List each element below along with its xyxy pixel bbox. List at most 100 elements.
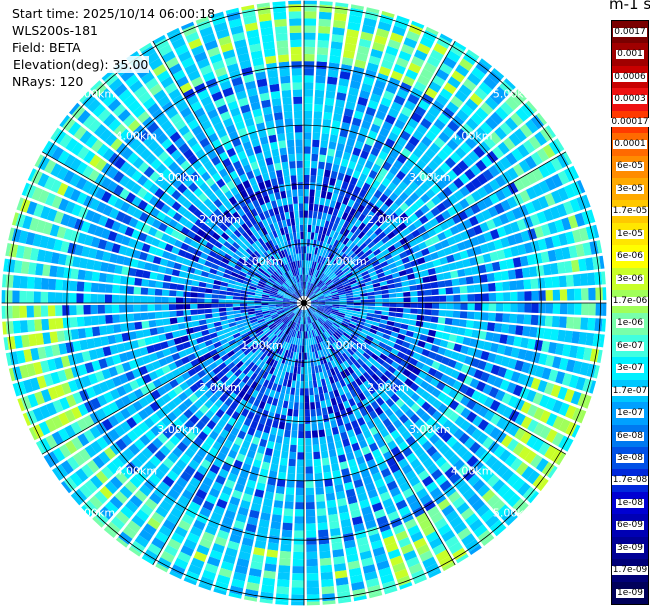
ray-gate — [342, 438, 351, 447]
ray-gate — [314, 320, 320, 328]
ray-gate — [314, 278, 320, 285]
ray-gate — [292, 294, 299, 299]
ray-gate — [374, 334, 382, 341]
ray-gate — [537, 238, 548, 251]
ray-gate — [166, 411, 178, 422]
ray-gate — [286, 327, 292, 335]
ray-gate — [387, 108, 400, 119]
ray-gate — [592, 333, 602, 347]
ray-gate — [485, 116, 498, 130]
ray-gate — [238, 446, 248, 456]
ray-gate — [372, 382, 381, 391]
ray-gate — [416, 257, 426, 265]
ray-gate — [307, 282, 311, 290]
ray-gate — [474, 311, 482, 320]
ray-gate — [301, 310, 304, 318]
ray-gate — [404, 159, 415, 170]
ray-gate — [419, 263, 428, 271]
ray-gate — [395, 338, 404, 346]
ray-gate — [482, 196, 494, 208]
ray-gate — [345, 167, 354, 177]
ray-gate — [385, 388, 395, 398]
ray-gate — [346, 260, 354, 267]
ray-gate — [256, 341, 264, 349]
ray-gate — [400, 359, 409, 368]
ray-gate — [325, 485, 335, 494]
ray-gate — [250, 280, 259, 286]
ray-gate — [363, 260, 372, 267]
ray-gate — [353, 303, 361, 306]
ray-gate — [517, 373, 528, 385]
ray-gate — [359, 127, 369, 137]
ray-gate — [120, 466, 133, 480]
ray-gate — [292, 293, 299, 299]
ray-gate — [318, 300, 326, 303]
ray-gate — [107, 263, 116, 273]
ray-gate — [327, 244, 333, 252]
ray-gate — [433, 493, 447, 505]
ray-gate — [349, 176, 358, 186]
ray-gate — [151, 219, 162, 229]
ray-gate — [318, 429, 326, 438]
ray-gate — [435, 94, 449, 106]
ray-gate — [326, 435, 334, 444]
ray-gate — [137, 409, 149, 421]
ray-gate — [323, 323, 330, 330]
ray-gate — [145, 253, 155, 263]
ray-gate — [523, 314, 532, 325]
ray-gate — [283, 306, 291, 309]
ray-gate — [489, 179, 501, 191]
ray-gate — [285, 125, 294, 134]
ray-gate — [480, 509, 495, 523]
ray-gate — [271, 98, 282, 107]
ray-gate — [228, 592, 242, 599]
ray-gate — [362, 274, 371, 280]
ray-gate — [97, 283, 106, 293]
ray-gate — [189, 240, 199, 249]
ray-gate — [550, 157, 563, 172]
ray-gate — [353, 210, 362, 219]
ray-gate — [124, 133, 137, 146]
ray-gate — [300, 309, 303, 317]
ray-gate — [490, 413, 502, 426]
ray-gate — [337, 271, 344, 278]
ray-gate — [12, 290, 20, 303]
ray-gate — [158, 525, 173, 538]
ray-gate — [202, 425, 212, 436]
ray-gate — [84, 234, 94, 246]
ray-gate — [321, 325, 327, 332]
ray-gate — [366, 420, 376, 430]
ray-gate — [393, 159, 404, 170]
ray-gate — [338, 243, 346, 251]
ray-gate — [193, 436, 204, 447]
ray-gate — [100, 177, 112, 190]
ray-gate — [305, 502, 315, 510]
ray-gate — [255, 383, 262, 392]
ray-gate — [170, 324, 179, 332]
ray-gate — [341, 181, 349, 190]
ray-gate — [90, 80, 102, 92]
ray-gate — [543, 264, 552, 276]
ray-gate — [283, 104, 293, 112]
ray-gate — [72, 256, 81, 268]
ray-gate — [208, 250, 218, 258]
ray-gate — [44, 192, 56, 207]
ray-gate — [224, 358, 233, 366]
ray-gate — [250, 502, 262, 512]
ray-gate — [486, 150, 499, 164]
ray-gate — [353, 308, 361, 312]
ray-gate — [291, 587, 304, 595]
ray-gate — [337, 287, 345, 292]
ray-gate — [5, 352, 12, 366]
ray-gate — [506, 438, 519, 452]
ray-gate — [307, 239, 311, 247]
ray-gate — [304, 153, 311, 161]
ray-gate — [135, 330, 144, 339]
ray-gate — [390, 429, 401, 440]
ray-gate — [406, 30, 421, 42]
ray-gate — [512, 384, 524, 397]
ray-gate — [34, 319, 43, 332]
ray-gate — [190, 101, 202, 112]
ray-gate — [157, 95, 171, 108]
ray-gate — [233, 292, 241, 297]
